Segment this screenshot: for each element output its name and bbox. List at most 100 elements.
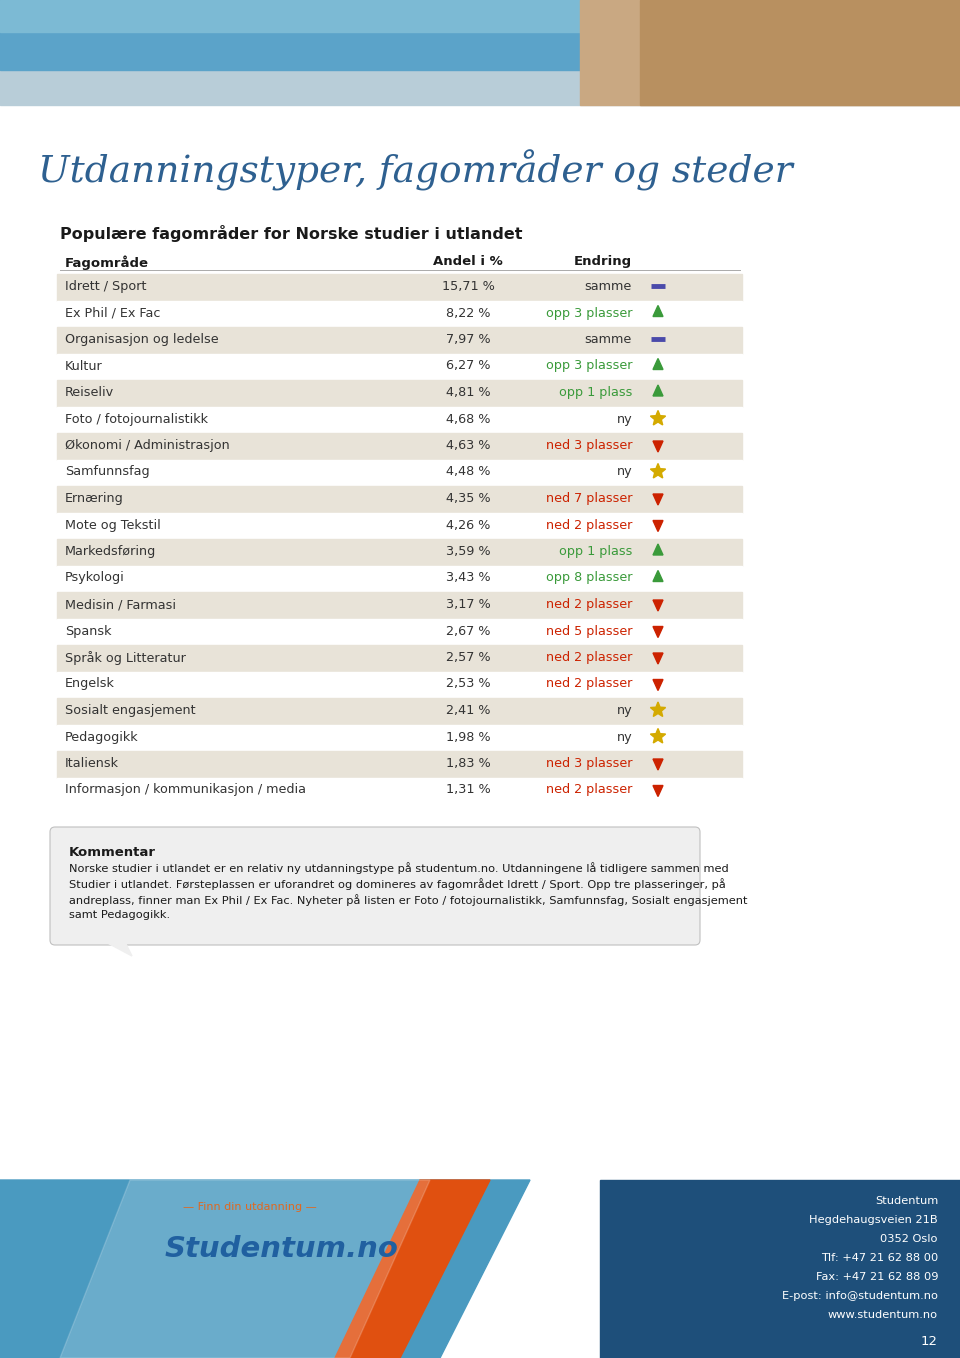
Text: Reiseliv: Reiseliv — [65, 386, 114, 399]
Polygon shape — [650, 410, 665, 425]
Text: opp 8 plasser: opp 8 plasser — [545, 572, 632, 584]
Text: Medisin / Farmasi: Medisin / Farmasi — [65, 598, 176, 611]
Text: Kultur: Kultur — [65, 360, 103, 372]
Bar — [57, 539, 742, 565]
Bar — [57, 380, 742, 406]
Text: Informasjon / kommunikasjon / media: Informasjon / kommunikasjon / media — [65, 784, 306, 797]
Text: 0352 Oslo: 0352 Oslo — [880, 1234, 938, 1244]
Text: Økonomi / Administrasjon: Økonomi / Administrasjon — [65, 439, 229, 452]
Text: 12: 12 — [921, 1335, 938, 1348]
Text: 1,98 %: 1,98 % — [445, 731, 491, 743]
Text: Mote og Tekstil: Mote og Tekstil — [65, 519, 160, 531]
Text: ned 2 plasser: ned 2 plasser — [545, 650, 632, 664]
Bar — [57, 274, 742, 300]
Polygon shape — [653, 570, 663, 581]
Text: 6,27 %: 6,27 % — [445, 360, 491, 372]
Bar — [57, 486, 742, 512]
Polygon shape — [653, 441, 663, 452]
Polygon shape — [653, 785, 663, 797]
Bar — [57, 671, 742, 698]
Text: Organisasjon og ledelse: Organisasjon og ledelse — [65, 333, 219, 346]
Text: Pedagogikk: Pedagogikk — [65, 731, 138, 743]
Text: Foto / fotojournalistikk: Foto / fotojournalistikk — [65, 413, 208, 425]
Text: 4,63 %: 4,63 % — [445, 439, 491, 452]
Text: Studier i utlandet. Førsteplassen er uforandret og domineres av fagområdet Idret: Studier i utlandet. Førsteplassen er ufo… — [69, 879, 726, 889]
Polygon shape — [653, 600, 663, 611]
Text: 2,57 %: 2,57 % — [445, 650, 491, 664]
Text: samt Pedagogikk.: samt Pedagogikk. — [69, 910, 170, 919]
Polygon shape — [0, 1180, 530, 1358]
Bar — [57, 645, 742, 671]
Polygon shape — [653, 386, 663, 397]
Bar — [0, 0, 960, 33]
FancyBboxPatch shape — [50, 827, 700, 945]
Polygon shape — [600, 1180, 960, 1358]
Polygon shape — [653, 306, 663, 316]
Text: Populære fagområder for Norske studier i utlandet: Populære fagområder for Norske studier i… — [60, 225, 522, 242]
Bar — [57, 353, 742, 380]
Text: ny: ny — [616, 413, 632, 425]
Polygon shape — [653, 653, 663, 664]
Text: Studentum.no: Studentum.no — [165, 1234, 398, 1263]
Text: Tlf: +47 21 62 88 00: Tlf: +47 21 62 88 00 — [821, 1253, 938, 1263]
Text: 15,71 %: 15,71 % — [442, 280, 494, 293]
Text: Utdanningstyper, fagområder og steder: Utdanningstyper, fagområder og steder — [38, 149, 793, 191]
Text: ned 3 plasser: ned 3 plasser — [545, 756, 632, 770]
Text: ned 2 plasser: ned 2 plasser — [545, 519, 632, 531]
Text: 2,53 %: 2,53 % — [445, 678, 491, 690]
Text: ned 2 plasser: ned 2 plasser — [545, 784, 632, 797]
Text: samme: samme — [585, 280, 632, 293]
Polygon shape — [653, 359, 663, 369]
Bar — [57, 406, 742, 433]
Polygon shape — [653, 626, 663, 637]
Text: Markedsføring: Markedsføring — [65, 545, 156, 558]
Text: 4,26 %: 4,26 % — [445, 519, 491, 531]
Polygon shape — [650, 702, 665, 717]
Text: Sosialt engasjement: Sosialt engasjement — [65, 703, 196, 717]
Text: 4,48 %: 4,48 % — [445, 466, 491, 478]
Text: opp 3 plasser: opp 3 plasser — [545, 307, 632, 319]
Bar — [57, 300, 742, 327]
Text: Idrett / Sport: Idrett / Sport — [65, 280, 147, 293]
Text: andreplass, finner man Ex Phil / Ex Fac. Nyheter på listen er Foto / fotojournal: andreplass, finner man Ex Phil / Ex Fac.… — [69, 894, 748, 906]
Bar — [580, 0, 960, 105]
Bar — [57, 698, 742, 725]
Bar — [57, 459, 742, 486]
Text: Studentum: Studentum — [875, 1196, 938, 1206]
Text: Kommentar: Kommentar — [69, 846, 156, 860]
Bar — [0, 0, 960, 105]
Text: 7,97 %: 7,97 % — [445, 333, 491, 346]
Text: 4,68 %: 4,68 % — [445, 413, 491, 425]
Bar — [57, 327, 742, 353]
Text: — Finn din utdanning —: — Finn din utdanning — — [183, 1202, 317, 1211]
Text: Andel i %: Andel i % — [433, 255, 503, 268]
Text: ned 5 plasser: ned 5 plasser — [545, 625, 632, 637]
Text: ned 2 plasser: ned 2 plasser — [545, 598, 632, 611]
Text: 1,83 %: 1,83 % — [445, 756, 491, 770]
Text: 4,81 %: 4,81 % — [445, 386, 491, 399]
Polygon shape — [335, 1180, 490, 1358]
Text: Fax: +47 21 62 88 09: Fax: +47 21 62 88 09 — [815, 1272, 938, 1282]
Text: 4,35 %: 4,35 % — [445, 492, 491, 505]
Text: Språk og Litteratur: Språk og Litteratur — [65, 650, 186, 665]
Text: Italiensk: Italiensk — [65, 756, 119, 770]
Polygon shape — [653, 494, 663, 505]
Bar — [57, 725, 742, 751]
Polygon shape — [102, 940, 132, 956]
Text: opp 1 plass: opp 1 plass — [559, 386, 632, 399]
Text: ny: ny — [616, 731, 632, 743]
Text: opp 1 plass: opp 1 plass — [559, 545, 632, 558]
Text: 1,31 %: 1,31 % — [445, 784, 491, 797]
Text: Endring: Endring — [574, 255, 632, 268]
Text: Samfunnsfag: Samfunnsfag — [65, 466, 150, 478]
Bar — [640, 0, 960, 105]
Text: 3,17 %: 3,17 % — [445, 598, 491, 611]
Polygon shape — [650, 463, 665, 478]
Polygon shape — [653, 520, 663, 531]
Polygon shape — [653, 545, 663, 555]
Polygon shape — [653, 679, 663, 690]
Text: ny: ny — [616, 466, 632, 478]
Text: 2,67 %: 2,67 % — [445, 625, 491, 637]
Bar — [0, 1180, 960, 1358]
Text: 3,59 %: 3,59 % — [445, 545, 491, 558]
